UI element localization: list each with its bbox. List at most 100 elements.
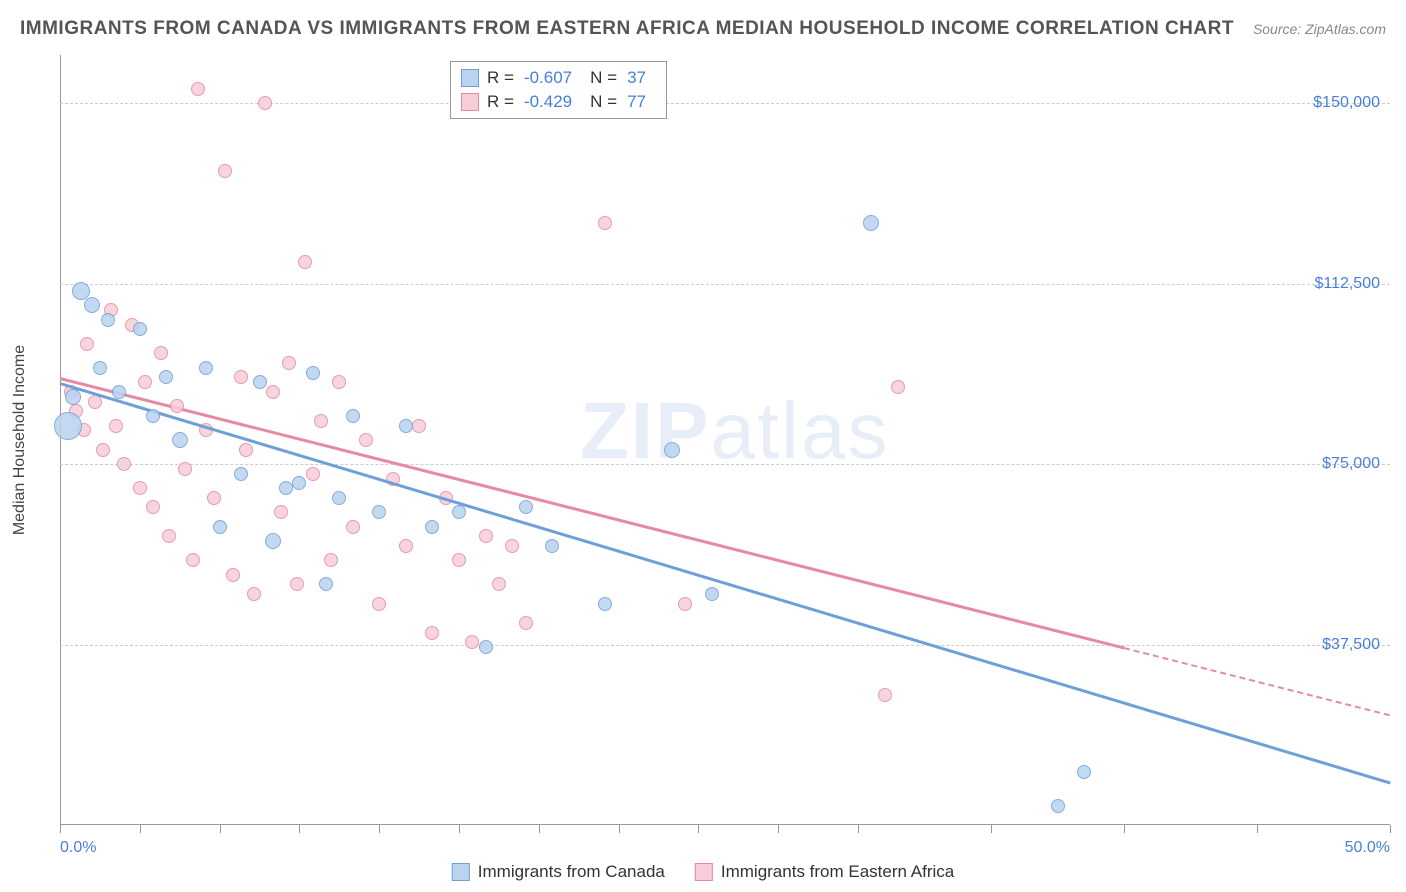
scatter-point [372,597,386,611]
x-tick [1257,825,1258,833]
legend-r-label: R = [487,92,514,112]
scatter-point [172,432,188,448]
scatter-point [265,533,281,549]
scatter-point [80,337,94,351]
scatter-point [84,297,100,313]
scatter-point [178,462,192,476]
scatter-point [266,385,280,399]
scatter-point [112,385,126,399]
y-tick-label: $75,000 [1322,455,1380,473]
legend-n-value: 77 [627,92,646,112]
y-axis-label: Median Household Income [11,345,29,535]
x-tick [220,825,221,833]
scatter-point [138,375,152,389]
scatter-point [186,553,200,567]
scatter-point [101,313,115,327]
scatter-point [65,389,81,405]
x-tick [60,825,61,833]
x-tick [1390,825,1391,833]
scatter-point [324,553,338,567]
scatter-point [412,419,426,433]
scatter-point [306,467,320,481]
scatter-point [191,82,205,96]
scatter-point [678,597,692,611]
legend-r-value: -0.607 [524,68,572,88]
scatter-point [154,346,168,360]
legend-n-value: 37 [627,68,646,88]
scatter-point [1077,765,1091,779]
scatter-point [170,399,184,413]
legend-label: Immigrants from Eastern Africa [721,862,954,882]
scatter-point [253,375,267,389]
x-tick [1124,825,1125,833]
trend-line [60,382,1391,784]
scatter-point [146,500,160,514]
chart-source: Source: ZipAtlas.com [1253,21,1386,37]
scatter-point [298,255,312,269]
legend-r-label: R = [487,68,514,88]
scatter-point [159,370,173,384]
scatter-point [519,500,533,514]
scatter-point [247,587,261,601]
gridline [60,645,1390,646]
scatter-point [162,529,176,543]
legend-item: Immigrants from Eastern Africa [695,862,954,882]
x-tick [140,825,141,833]
scatter-point [96,443,110,457]
scatter-point [319,577,333,591]
scatter-point [505,539,519,553]
scatter-point [306,366,320,380]
legend-n-label: N = [590,68,617,88]
chart-header: IMMIGRANTS FROM CANADA VS IMMIGRANTS FRO… [20,18,1386,40]
legend-r-value: -0.429 [524,92,572,112]
scatter-point [218,164,232,178]
legend-swatch [461,93,479,111]
legend-swatch [695,863,713,881]
gridline [60,284,1390,285]
legend-item: Immigrants from Canada [452,862,665,882]
chart-area: Median Household Income ZIPatlas $37,500… [50,55,1390,825]
scatter-point [598,216,612,230]
x-tick-label: 0.0% [60,839,96,857]
scatter-point [226,568,240,582]
x-tick-label: 50.0% [1345,839,1390,857]
x-axis [60,824,1390,825]
scatter-point [109,419,123,433]
x-tick [778,825,779,833]
y-axis [60,55,61,825]
scatter-point [452,505,466,519]
scatter-point [234,370,248,384]
scatter-point [274,505,288,519]
scatter-point [292,476,306,490]
scatter-point [279,481,293,495]
scatter-point [399,419,413,433]
legend-n-label: N = [590,92,617,112]
x-tick [619,825,620,833]
scatter-point [1051,799,1065,813]
scatter-point [290,577,304,591]
scatter-point [372,505,386,519]
chart-title: IMMIGRANTS FROM CANADA VS IMMIGRANTS FRO… [20,18,1234,40]
scatter-point [598,597,612,611]
legend-bottom: Immigrants from Canada Immigrants from Ea… [452,862,954,882]
scatter-point [705,587,719,601]
legend-swatch [452,863,470,881]
scatter-point [213,520,227,534]
legend-swatch [461,69,479,87]
scatter-point [199,361,213,375]
scatter-point [133,322,147,336]
scatter-point [54,412,82,440]
scatter-point [519,616,533,630]
scatter-point [425,626,439,640]
x-tick [991,825,992,833]
scatter-point [359,433,373,447]
scatter-point [492,577,506,591]
trend-line [60,377,1125,649]
scatter-point [664,442,680,458]
x-tick [299,825,300,833]
y-tick-label: $37,500 [1322,636,1380,654]
scatter-point [346,520,360,534]
scatter-point [479,640,493,654]
scatter-point [239,443,253,457]
scatter-point [479,529,493,543]
